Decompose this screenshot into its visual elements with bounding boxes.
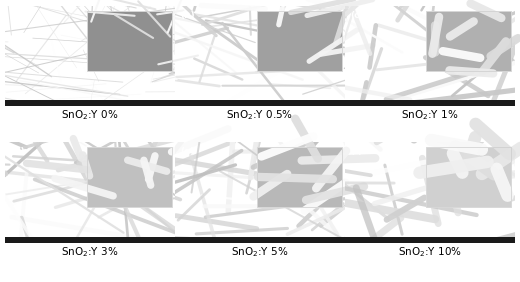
Bar [256,147,342,208]
Text: SnO$_2$:Y 10%: SnO$_2$:Y 10% [398,245,462,259]
Text: (a): (a) [10,11,24,20]
Text: SnO$_2$:Y 3%: SnO$_2$:Y 3% [61,245,119,259]
Bar [5,237,175,243]
Bar [256,11,342,71]
Bar [256,147,342,208]
Text: (e): (e) [180,147,194,157]
Text: SnO$_2$:Y 5%: SnO$_2$:Y 5% [231,245,289,259]
Text: SnO$_2$:Y 0%: SnO$_2$:Y 0% [61,109,119,122]
Text: (b): (b) [180,11,195,20]
Bar [87,11,172,71]
Bar [256,11,342,71]
Bar [345,237,515,243]
Bar [426,11,511,71]
Bar [426,147,511,208]
Text: (c): (c) [350,11,363,20]
Text: SnO$_2$:Y 0.5%: SnO$_2$:Y 0.5% [226,109,294,122]
Text: (d): (d) [10,147,25,157]
Bar [426,11,511,71]
Text: (f): (f) [350,147,362,157]
Bar [345,100,515,106]
Bar [87,147,172,208]
Text: SnO$_2$:Y 1%: SnO$_2$:Y 1% [401,109,459,122]
Bar [87,147,172,208]
Bar [175,100,345,106]
Bar [5,100,175,106]
Bar [175,237,345,243]
Bar [426,147,511,208]
Bar [87,11,172,71]
